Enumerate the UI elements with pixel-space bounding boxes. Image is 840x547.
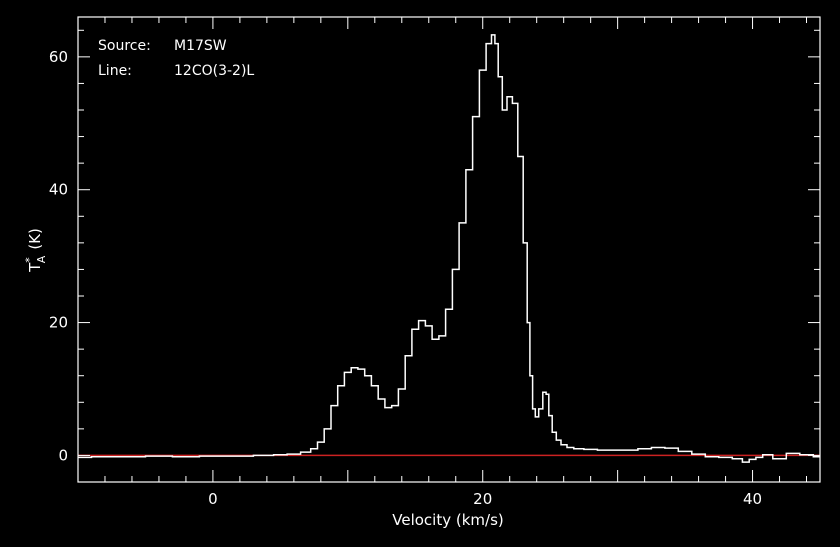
source-label: Source: [98, 38, 151, 54]
y-axis-label: T*A (K) [23, 228, 48, 273]
y-axis-label-sup: * [23, 257, 36, 263]
x-tick-label: 20 [473, 490, 492, 508]
svg-text:T*A(K): T*A (K) [23, 228, 48, 273]
spectrum-line [78, 34, 820, 463]
x-tick-label: 0 [208, 490, 218, 508]
x-axis-label: Velocity (km/s) [392, 511, 503, 529]
plot-frame [77, 16, 821, 483]
line-label: Line: [98, 63, 132, 79]
series-layer [78, 34, 820, 463]
y-tick-label: 40 [49, 181, 68, 199]
x-tick-label: 40 [743, 490, 762, 508]
axes-layer: 0 20 40 0 20 40 60 [49, 16, 821, 508]
y-axis-label-main: T [26, 262, 44, 273]
y-axis-label-unit: (K) [26, 228, 44, 250]
source-value: M17SW [174, 38, 227, 54]
y-tick-label: 20 [49, 314, 68, 332]
y-axis-label-sub: A [35, 255, 48, 263]
y-tick-label: 0 [58, 446, 68, 464]
y-tick-label: 60 [49, 48, 68, 66]
line-value: 12CO(3-2)L [174, 63, 254, 79]
